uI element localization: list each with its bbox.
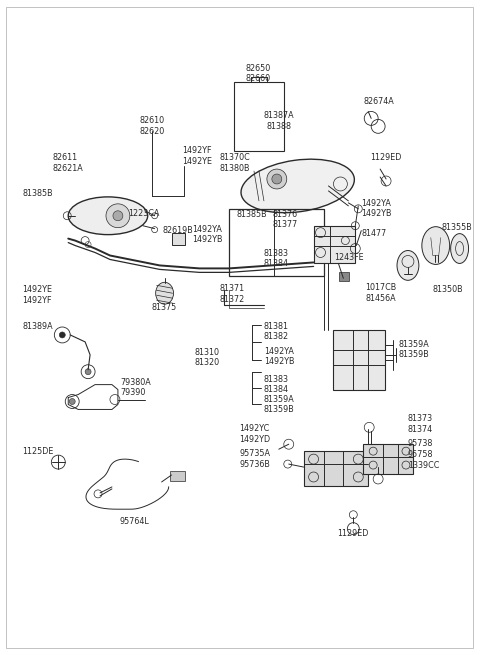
Text: 81477: 81477 bbox=[361, 229, 386, 238]
Text: 81389A: 81389A bbox=[23, 322, 53, 331]
Bar bbox=[171, 233, 185, 244]
Text: 81383
81384: 81383 81384 bbox=[264, 248, 289, 268]
Text: 81359A
81359B: 81359A 81359B bbox=[398, 340, 429, 360]
Text: 1492YF
1492YE: 1492YF 1492YE bbox=[182, 146, 213, 166]
Text: 82611
82621A: 82611 82621A bbox=[52, 153, 83, 172]
Text: 1339CC: 1339CC bbox=[408, 461, 439, 470]
Bar bbox=[234, 82, 284, 151]
Circle shape bbox=[267, 169, 287, 189]
Bar bbox=[169, 471, 185, 481]
Text: 1492YA
1492YB: 1492YA 1492YB bbox=[192, 225, 223, 244]
Text: 81385B: 81385B bbox=[23, 189, 53, 198]
Bar bbox=[313, 226, 355, 263]
Text: 81381
81382: 81381 81382 bbox=[264, 322, 289, 341]
Text: 1492YA
1492YB: 1492YA 1492YB bbox=[264, 347, 294, 366]
Text: 1129ED: 1129ED bbox=[337, 529, 369, 538]
Circle shape bbox=[85, 369, 91, 375]
Text: 81350B: 81350B bbox=[433, 286, 463, 294]
Text: 1492YE
1492YF: 1492YE 1492YF bbox=[23, 286, 52, 305]
Ellipse shape bbox=[422, 227, 450, 265]
Text: 79380A
79390: 79380A 79390 bbox=[120, 378, 151, 397]
Text: 81359A
81359B: 81359A 81359B bbox=[264, 394, 295, 414]
Bar bbox=[339, 272, 349, 281]
Circle shape bbox=[60, 332, 65, 338]
Text: 81383
81384: 81383 81384 bbox=[264, 375, 289, 394]
Text: 1243FE: 1243FE bbox=[335, 253, 364, 263]
Bar bbox=[363, 444, 413, 474]
Text: 81375: 81375 bbox=[152, 303, 177, 312]
Text: 1492YC
1492YD: 1492YC 1492YD bbox=[239, 424, 270, 443]
Text: 82619B: 82619B bbox=[163, 226, 193, 234]
Ellipse shape bbox=[397, 250, 419, 280]
Text: 82650
82660: 82650 82660 bbox=[245, 64, 271, 83]
Circle shape bbox=[272, 174, 282, 184]
Bar bbox=[229, 209, 324, 276]
Text: 81371
81372: 81371 81372 bbox=[219, 284, 244, 304]
Text: 81355B: 81355B bbox=[442, 223, 472, 232]
Text: 95738
95758: 95738 95758 bbox=[408, 440, 433, 458]
Text: 1492YA
1492YB: 1492YA 1492YB bbox=[361, 199, 392, 218]
Text: 95764L: 95764L bbox=[120, 517, 150, 526]
Text: 1129ED: 1129ED bbox=[370, 153, 402, 162]
Text: 95735A
95736B: 95735A 95736B bbox=[239, 449, 270, 468]
Ellipse shape bbox=[241, 159, 354, 213]
Text: 81310
81320: 81310 81320 bbox=[194, 348, 219, 367]
Ellipse shape bbox=[156, 282, 174, 304]
Text: 81385B: 81385B bbox=[236, 210, 267, 219]
Ellipse shape bbox=[451, 234, 468, 263]
Text: 81373
81374: 81373 81374 bbox=[408, 415, 433, 434]
Text: 1223CA: 1223CA bbox=[128, 209, 159, 218]
Circle shape bbox=[106, 204, 130, 228]
Bar bbox=[334, 330, 385, 390]
Text: 82610
82620: 82610 82620 bbox=[139, 117, 164, 136]
Circle shape bbox=[113, 211, 123, 221]
Ellipse shape bbox=[68, 197, 148, 234]
Text: 81370C
81380B: 81370C 81380B bbox=[219, 153, 250, 172]
Bar bbox=[304, 451, 368, 486]
Text: 1125DE: 1125DE bbox=[23, 447, 54, 456]
Text: 82674A: 82674A bbox=[363, 96, 394, 105]
Text: 1017CB
81456A: 1017CB 81456A bbox=[365, 284, 396, 303]
Text: 81376
81377: 81376 81377 bbox=[273, 210, 298, 229]
Circle shape bbox=[69, 398, 75, 405]
Text: 81387A
81388: 81387A 81388 bbox=[264, 111, 294, 131]
